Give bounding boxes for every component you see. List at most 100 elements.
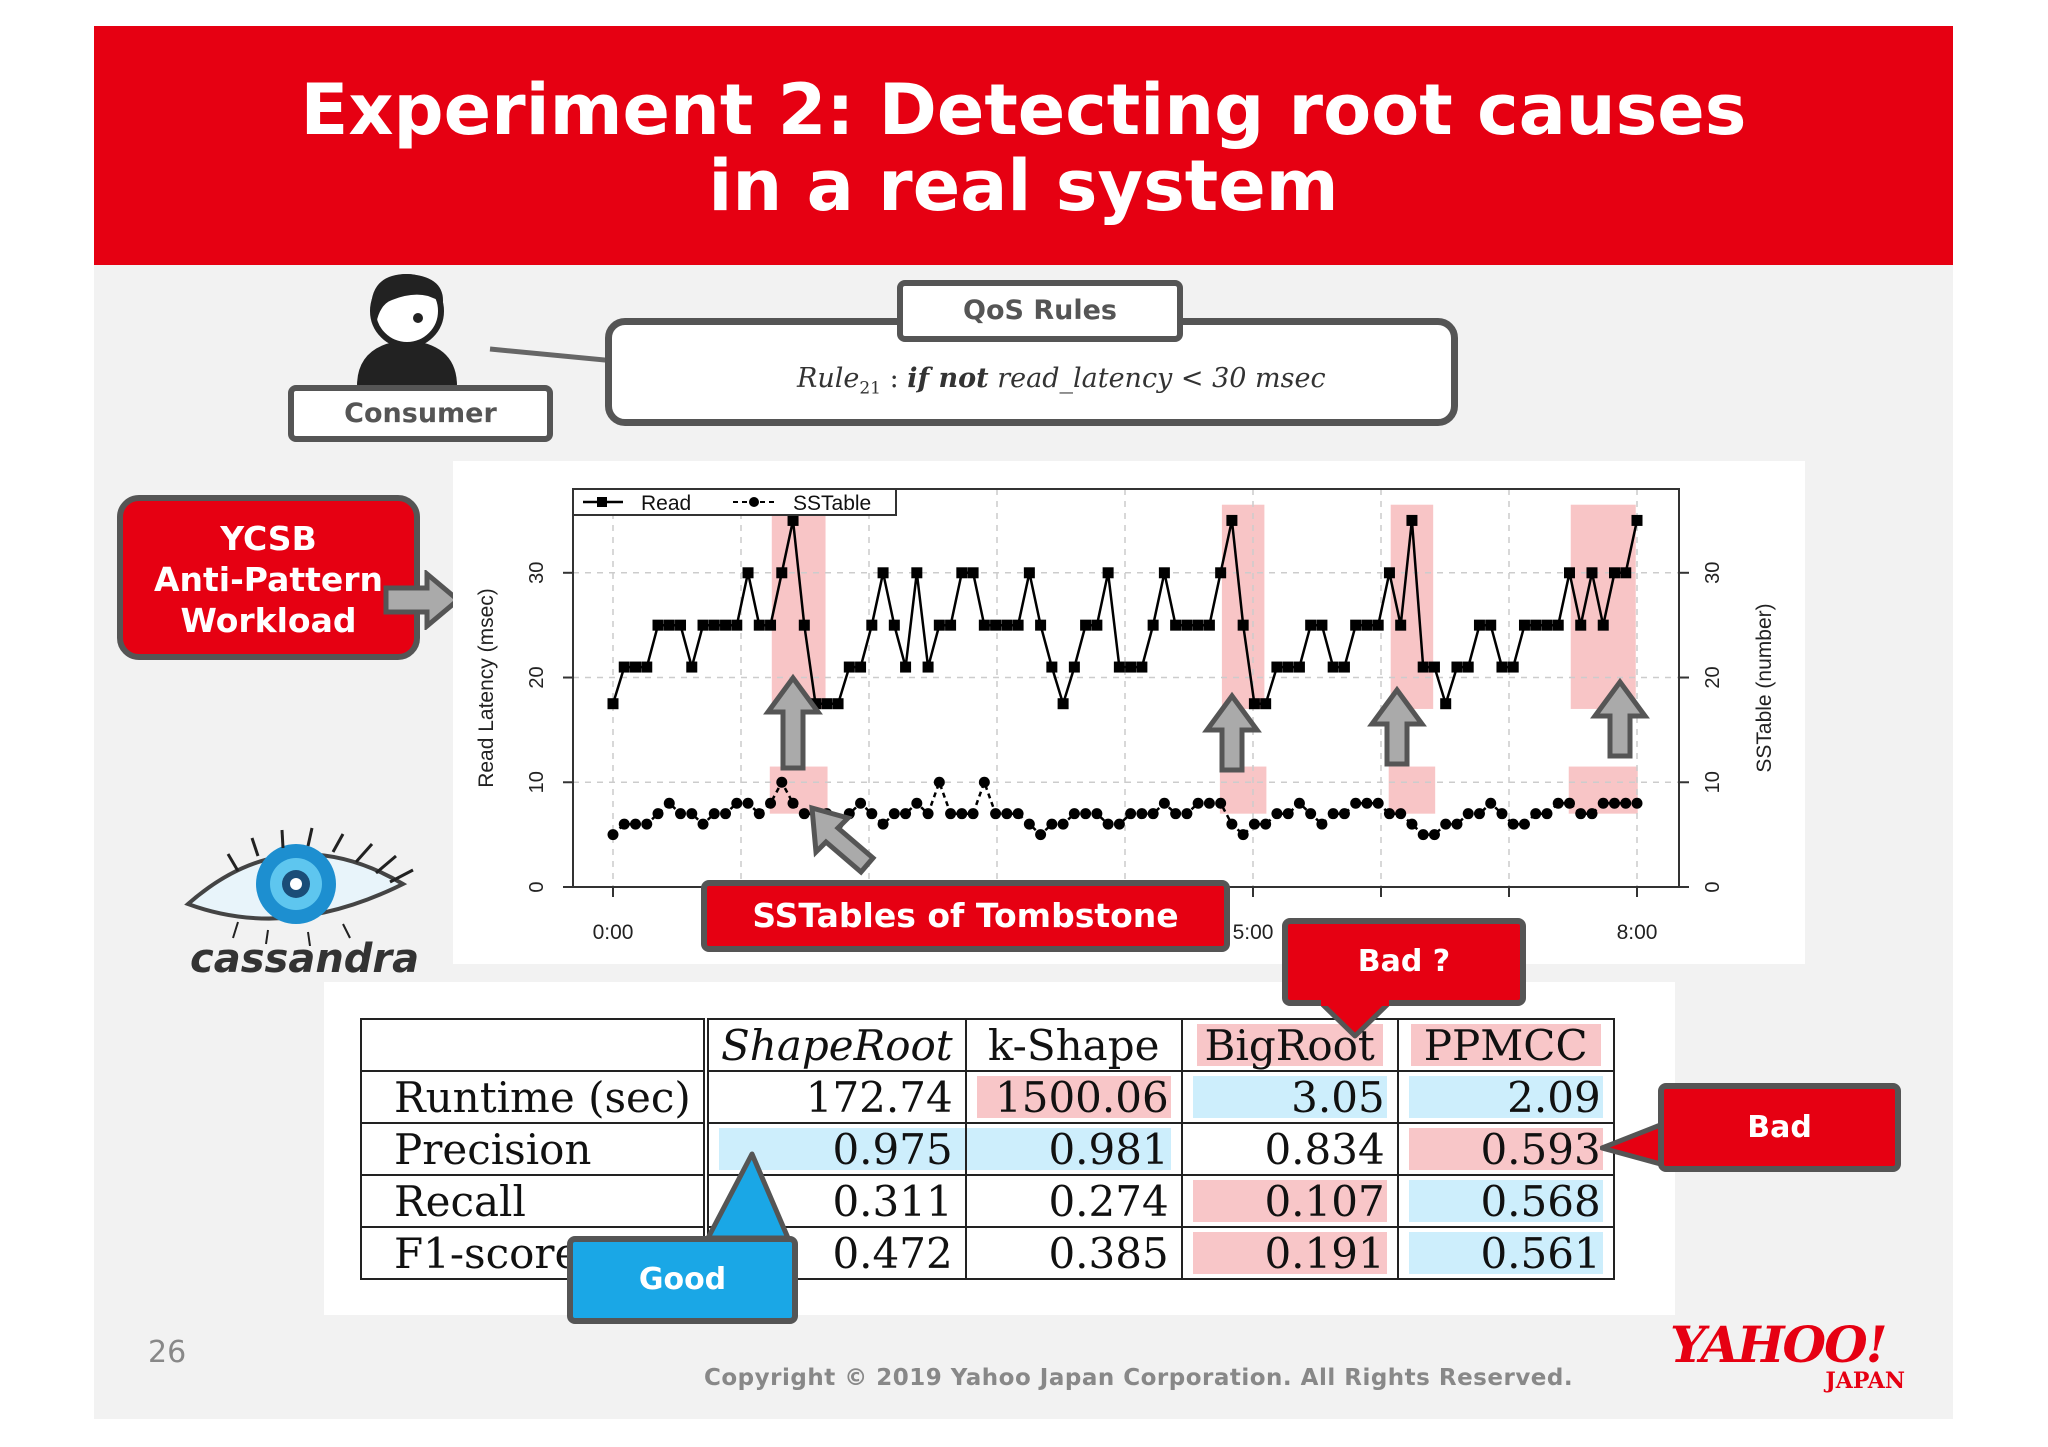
chart-panel: 0 0 10 10 20 20 30 30 0:00 5:00 8:00 Read Latency (… bbox=[453, 461, 1805, 964]
sstable-point bbox=[843, 808, 855, 820]
read-point bbox=[1158, 567, 1170, 579]
cell-value: 2.09 bbox=[1507, 1072, 1601, 1122]
sstable-point bbox=[641, 818, 653, 830]
yahoo-japan-logo: YAHOO! JAPAN bbox=[1670, 1320, 1925, 1395]
cell-value: 0.472 bbox=[832, 1228, 953, 1278]
table-cell: 0.385 bbox=[964, 1226, 1183, 1280]
good-callout: Good bbox=[567, 1236, 798, 1324]
table-row: Runtime (sec) 172.74 1500.06 3.05 2.09 bbox=[360, 1070, 1615, 1124]
sstable-point bbox=[967, 808, 979, 820]
sstable-point bbox=[1586, 808, 1598, 820]
read-point bbox=[1563, 567, 1575, 579]
sstable-point bbox=[1192, 797, 1204, 809]
read-point bbox=[933, 619, 945, 631]
sstable-point bbox=[1563, 797, 1575, 809]
cell-value: 1500.06 bbox=[995, 1072, 1169, 1122]
sstable-point bbox=[978, 776, 990, 788]
col-header-bigroot: BigRoot bbox=[1180, 1018, 1399, 1072]
sstable-point bbox=[742, 797, 754, 809]
read-point bbox=[652, 619, 664, 631]
col-header-text: k-Shape bbox=[987, 1020, 1160, 1070]
sstable-point bbox=[888, 808, 900, 820]
sstable-point bbox=[663, 797, 675, 809]
cell-value: 0.561 bbox=[1480, 1228, 1601, 1278]
read-point bbox=[1575, 619, 1587, 631]
read-point bbox=[1406, 514, 1418, 526]
rule-condition: read_latency < 30 msec bbox=[988, 363, 1326, 394]
sstable-point bbox=[1203, 797, 1215, 809]
read-point bbox=[1541, 619, 1553, 631]
read-point bbox=[1102, 567, 1114, 579]
read-point bbox=[1451, 661, 1463, 673]
cell-value: 0.274 bbox=[1048, 1176, 1169, 1226]
sstable-point bbox=[1496, 808, 1508, 820]
sstable-point bbox=[945, 808, 957, 820]
rule-if: if not bbox=[907, 363, 989, 394]
read-point bbox=[821, 698, 833, 710]
highlight-sstable-1 bbox=[1219, 766, 1267, 814]
x-tick-label: 5:00 bbox=[1233, 921, 1274, 944]
sstable-point bbox=[787, 797, 799, 809]
sstable-point bbox=[675, 808, 687, 820]
read-point bbox=[675, 619, 687, 631]
sstable-point bbox=[1518, 818, 1530, 830]
read-point bbox=[630, 661, 642, 673]
read-point bbox=[1361, 619, 1373, 631]
sstable-point bbox=[1271, 808, 1283, 820]
sstable-point bbox=[855, 797, 867, 809]
sstable-point bbox=[1485, 797, 1497, 809]
read-point bbox=[1113, 661, 1125, 673]
sstable-point bbox=[1282, 808, 1294, 820]
read-point bbox=[1631, 514, 1643, 526]
read-point bbox=[731, 619, 743, 631]
sstable-point bbox=[1305, 808, 1317, 820]
consumer-text: Consumer bbox=[344, 398, 497, 429]
col-header-text: PPMCC bbox=[1423, 1020, 1588, 1070]
legend-sstable-marker bbox=[749, 497, 759, 507]
table-cell: 172.74 bbox=[705, 1070, 967, 1124]
read-point bbox=[1248, 698, 1260, 710]
read-point bbox=[798, 619, 810, 631]
sstable-point bbox=[1293, 797, 1305, 809]
read-point bbox=[888, 619, 900, 631]
sstable-point bbox=[1113, 818, 1125, 830]
sstable-point bbox=[1620, 797, 1632, 809]
ycsb-arrow-icon bbox=[383, 570, 462, 630]
sstable-point bbox=[1552, 797, 1564, 809]
sstable-point bbox=[1080, 808, 1092, 820]
sstable-point bbox=[765, 797, 777, 809]
cell-value: 0.191 bbox=[1264, 1228, 1385, 1278]
read-point bbox=[1237, 619, 1249, 631]
read-point bbox=[967, 567, 979, 579]
sstable-point bbox=[1406, 818, 1418, 830]
sstable-point bbox=[1215, 797, 1227, 809]
y-axis-label: Read Latency (msec) bbox=[475, 588, 498, 788]
read-point bbox=[900, 661, 912, 673]
read-point bbox=[686, 661, 698, 673]
sstable-point bbox=[753, 808, 765, 820]
read-point bbox=[922, 661, 934, 673]
sstable-point bbox=[1136, 808, 1148, 820]
sstable-point bbox=[1158, 797, 1170, 809]
cell-value: 0.981 bbox=[1048, 1124, 1169, 1174]
sstable-point bbox=[990, 808, 1002, 820]
sstable-point bbox=[1451, 818, 1463, 830]
sstable-point bbox=[1316, 818, 1328, 830]
sstable-point bbox=[1001, 808, 1013, 820]
read-point bbox=[1395, 619, 1407, 631]
read-point bbox=[1271, 661, 1283, 673]
cell-value: 0.975 bbox=[832, 1124, 953, 1174]
read-point bbox=[1338, 661, 1350, 673]
read-point bbox=[1417, 661, 1429, 673]
sstable-point bbox=[1125, 808, 1137, 820]
read-point bbox=[1260, 698, 1272, 710]
table-cell: 3.05 bbox=[1180, 1070, 1399, 1124]
latency-chart: 0 0 10 10 20 20 30 30 0:00 5:00 8:00 Read Latency (… bbox=[475, 488, 1776, 944]
page-number: 26 bbox=[148, 1335, 187, 1370]
read-point bbox=[1496, 661, 1508, 673]
read-point bbox=[697, 619, 709, 631]
table-cell: 0.568 bbox=[1396, 1174, 1615, 1228]
sstable-point bbox=[708, 808, 720, 820]
read-point bbox=[607, 698, 619, 710]
col-header-ppmcc: PPMCC bbox=[1396, 1018, 1615, 1072]
